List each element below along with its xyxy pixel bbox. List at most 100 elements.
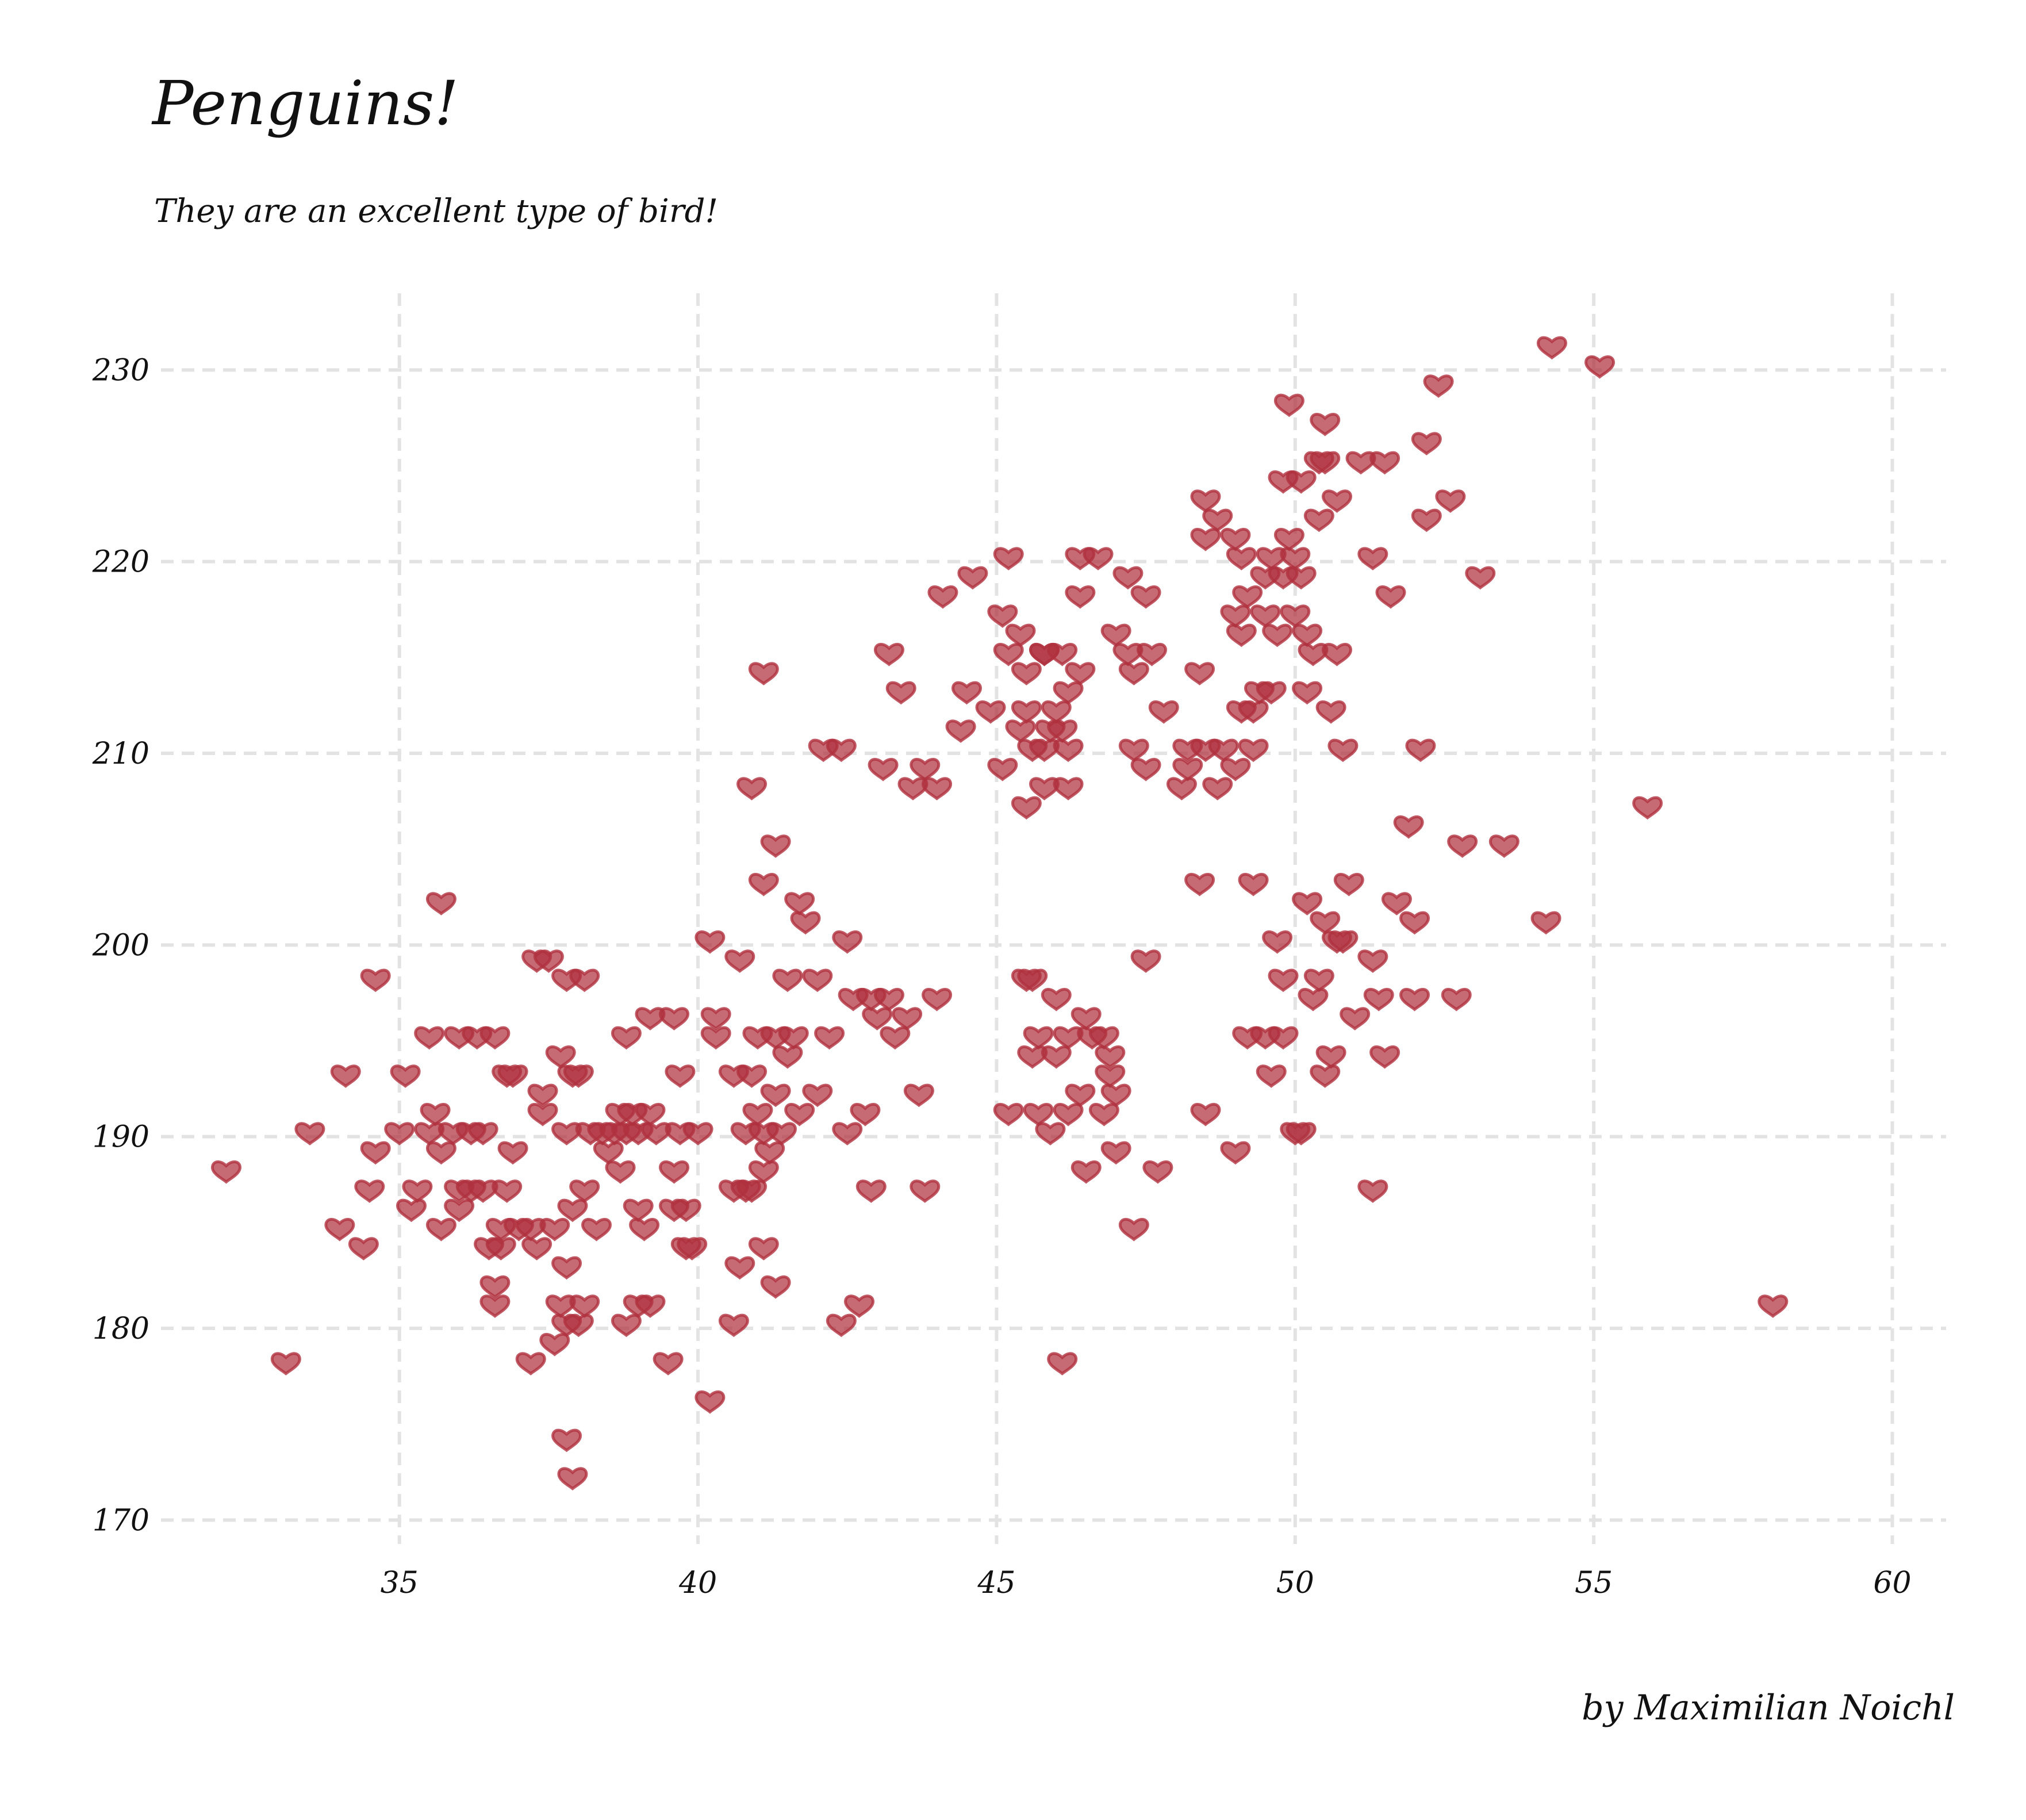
heart-point	[1234, 1028, 1261, 1048]
heart-point	[762, 1277, 789, 1297]
heart-point	[553, 1258, 581, 1278]
heart-point	[834, 932, 861, 952]
heart-point	[786, 894, 814, 914]
heart-point	[397, 1200, 425, 1220]
heart-point	[212, 1162, 240, 1182]
heart-point	[1264, 625, 1291, 645]
heart-point	[947, 721, 974, 741]
y-tick-label: 230	[92, 353, 149, 388]
heart-point	[744, 1104, 772, 1124]
heart-point	[816, 1028, 843, 1048]
heart-point	[875, 644, 903, 664]
heart-point	[774, 970, 801, 990]
heart-point	[1096, 1047, 1124, 1067]
heart-point	[1186, 664, 1214, 684]
heart-point	[1401, 989, 1429, 1009]
heart-point	[953, 683, 980, 703]
heart-point	[624, 1200, 652, 1220]
heart-point	[1281, 549, 1309, 569]
heart-point	[768, 1124, 795, 1144]
heart-point	[1222, 606, 1249, 626]
heart-point	[887, 683, 915, 703]
heart-point	[1234, 587, 1261, 607]
heart-point	[350, 1239, 377, 1259]
x-tick-label: 35	[381, 1566, 419, 1600]
heart-point	[1186, 874, 1214, 894]
heart-point	[1305, 970, 1333, 990]
heart-point	[1317, 1047, 1345, 1067]
heart-point	[386, 1124, 413, 1144]
heart-point	[481, 1277, 509, 1297]
heart-point	[804, 1085, 831, 1105]
heart-point	[1634, 798, 1662, 818]
heart-point	[1264, 932, 1291, 952]
heart-point	[661, 1162, 688, 1182]
heart-point	[571, 970, 598, 990]
heart-point	[1294, 683, 1321, 703]
y-tick-label: 220	[92, 545, 149, 580]
y-tick-label: 190	[93, 1120, 149, 1155]
heart-point	[1042, 989, 1070, 1009]
heart-point	[499, 1143, 527, 1163]
heart-point	[1299, 989, 1327, 1009]
heart-point	[696, 932, 724, 952]
heart-point	[1294, 625, 1321, 645]
heart-point	[786, 1104, 814, 1124]
heart-point	[362, 970, 389, 990]
heart-point	[702, 1028, 730, 1048]
heart-point	[696, 1392, 724, 1412]
heart-point	[1269, 970, 1297, 990]
heart-point	[1024, 1028, 1052, 1048]
heart-point	[1066, 587, 1094, 607]
heart-point	[1467, 568, 1494, 588]
heart-point	[631, 1219, 658, 1239]
heart-point	[1383, 894, 1410, 914]
heart-point	[1132, 587, 1160, 607]
heart-point	[1174, 759, 1202, 779]
heart-point	[827, 740, 855, 760]
heart-point	[1192, 529, 1219, 549]
heart-point	[1442, 989, 1470, 1009]
heart-point	[1090, 1104, 1118, 1124]
heart-point	[756, 1143, 784, 1163]
heart-point	[1102, 1143, 1130, 1163]
heart-point	[1222, 759, 1249, 779]
x-tick-label: 60	[1873, 1566, 1911, 1600]
heart-point	[1437, 491, 1464, 511]
heart-point	[1102, 625, 1130, 645]
heart-point	[296, 1124, 324, 1144]
heart-point	[421, 1104, 449, 1124]
heart-point	[1377, 587, 1405, 607]
heart-point	[1138, 644, 1166, 664]
chart-title: Penguins!	[152, 68, 459, 139]
heart-point	[995, 1104, 1022, 1124]
heart-point	[326, 1219, 354, 1239]
heart-point	[989, 759, 1016, 779]
heart-point	[762, 836, 789, 856]
heart-point	[571, 1181, 598, 1201]
heart-point	[1120, 664, 1148, 684]
heart-point	[1257, 1066, 1285, 1086]
heart-point	[1305, 510, 1333, 530]
heart-point	[1054, 779, 1082, 799]
heart-point	[661, 1009, 688, 1029]
heart-point	[911, 759, 939, 779]
heart-point	[1084, 549, 1112, 569]
heart-point	[1024, 1104, 1052, 1124]
heart-point	[1114, 568, 1142, 588]
heart-point	[864, 1009, 891, 1029]
heart-point	[1007, 721, 1034, 741]
heart-point	[792, 913, 819, 933]
heart-point	[1132, 759, 1160, 779]
heart-point	[959, 568, 987, 588]
heart-point	[1150, 702, 1177, 722]
heart-point	[582, 1219, 610, 1239]
heart-point	[905, 1085, 933, 1105]
heart-point	[1240, 740, 1267, 760]
y-tick-label: 200	[92, 928, 149, 963]
heart-point	[1252, 606, 1279, 626]
heart-point	[1132, 951, 1160, 971]
heart-point	[977, 702, 1004, 722]
heart-point	[612, 1028, 640, 1048]
